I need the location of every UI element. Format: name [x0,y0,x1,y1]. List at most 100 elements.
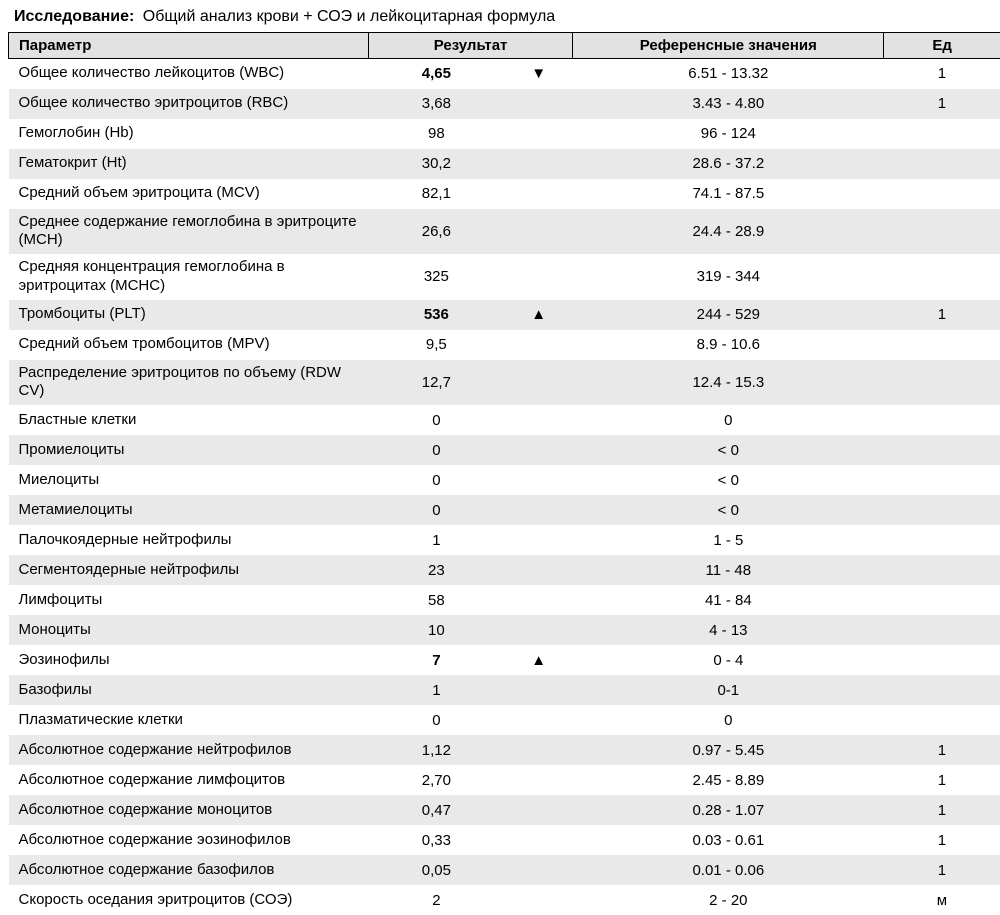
cell-result: 2 [368,885,504,915]
cell-ref: 0 [573,405,884,435]
cell-param: Палочкоядерные нейтрофилы [9,525,369,555]
cell-ref: 41 - 84 [573,585,884,615]
cell-unit [884,435,1000,465]
cell-unit [884,360,1000,406]
cell-param: Гемоглобин (Hb) [9,119,369,149]
cell-unit: 1 [884,795,1000,825]
table-row: Абсолютное содержание базофилов0,050.01 … [9,855,1000,885]
cell-result: 1,12 [368,735,504,765]
table-header-row: Параметр Результат Референсные значения … [9,33,1000,59]
cell-ref: 0 - 4 [573,645,884,675]
cell-unit: м [884,885,1000,915]
cell-param: Тромбоциты (PLT) [9,300,369,330]
cell-result: 10 [368,615,504,645]
cell-ref: < 0 [573,495,884,525]
table-row: Сегментоядерные нейтрофилы23 11 - 48 [9,555,1000,585]
cell-ref: 0.97 - 5.45 [573,735,884,765]
cell-result: 58 [368,585,504,615]
flag-none [504,465,572,495]
cell-param: Бластные клетки [9,405,369,435]
cell-ref: 244 - 529 [573,300,884,330]
cell-ref: 319 - 344 [573,254,884,300]
cell-unit [884,705,1000,735]
cell-param: Абсолютное содержание базофилов [9,855,369,885]
cell-unit: 1 [884,89,1000,119]
cell-result: 0,33 [368,825,504,855]
cell-param: Сегментоядерные нейтрофилы [9,555,369,585]
cell-unit [884,119,1000,149]
cell-result: 3,68 [368,89,504,119]
cell-unit: 1 [884,855,1000,885]
flag-none [504,89,572,119]
flag-none [504,209,572,255]
cell-param: Абсолютное содержание лимфоцитов [9,765,369,795]
cell-param: Абсолютное содержание моноцитов [9,795,369,825]
cell-unit [884,149,1000,179]
cell-result: 0 [368,405,504,435]
cell-ref: 0.28 - 1.07 [573,795,884,825]
cell-result: 26,6 [368,209,504,255]
cell-param: Базофилы [9,675,369,705]
cell-unit [884,675,1000,705]
cell-param: Абсолютное содержание нейтрофилов [9,735,369,765]
table-row: Метамиелоциты0< 0 [9,495,1000,525]
cell-result: 0,05 [368,855,504,885]
table-row: Скорость оседания эритроцитов (СОЭ)22 - … [9,885,1000,915]
table-row: Средний объем тромбоцитов (MPV)9,58.9 - … [9,330,1000,360]
table-row: Абсолютное содержание лимфоцитов2,702.45… [9,765,1000,795]
flag-none [504,435,572,465]
th-unit: Ед [884,33,1000,59]
table-row: Эозинофилы7▲0 - 4 [9,645,1000,675]
flag-none [504,254,572,300]
cell-result: 0,47 [368,795,504,825]
flag-up-icon: ▲ [504,645,572,675]
cell-unit [884,495,1000,525]
cell-ref: < 0 [573,435,884,465]
cell-ref: 2.45 - 8.89 [573,765,884,795]
table-row: Гемоглобин (Hb)9896 - 124 [9,119,1000,149]
table-row: Общее количество лейкоцитов (WBC)4,65▼6.… [9,59,1000,89]
cell-result: 23 [368,555,504,585]
cell-param: Общее количество лейкоцитов (WBC) [9,59,369,89]
cell-unit [884,645,1000,675]
cell-ref: 28.6 - 37.2 [573,149,884,179]
cell-ref: 12.4 - 15.3 [573,360,884,406]
table-row: Распределение эритроцитов по объему (RDW… [9,360,1000,406]
flag-none [504,360,572,406]
cell-ref: 11 - 48 [573,555,884,585]
table-row: Палочкоядерные нейтрофилы11 - 5 [9,525,1000,555]
cell-param: Средний объем эритроцита (MCV) [9,179,369,209]
cell-param: Миелоциты [9,465,369,495]
flag-none [504,525,572,555]
cell-param: Эозинофилы [9,645,369,675]
cell-param: Метамиелоциты [9,495,369,525]
cell-param: Средний объем тромбоцитов (MPV) [9,330,369,360]
flag-none [504,119,572,149]
flag-none [504,330,572,360]
cell-param: Средняя концентрация гемоглобина в эритр… [9,254,369,300]
flag-none [504,555,572,585]
cell-param: Промиелоциты [9,435,369,465]
cell-ref: 96 - 124 [573,119,884,149]
table-row: Абсолютное содержание моноцитов0,47 0.28 … [9,795,1000,825]
flag-none [504,495,572,525]
flag-none [504,149,572,179]
th-ref: Референсные значения [573,33,884,59]
report-title-label: Исследование: [14,8,134,25]
cell-unit [884,179,1000,209]
cell-ref: < 0 [573,465,884,495]
flag-none [504,675,572,705]
cell-unit [884,330,1000,360]
table-row: Базофилы10-1 [9,675,1000,705]
cell-ref: 3.43 - 4.80 [573,89,884,119]
cell-param: Плазматические клетки [9,705,369,735]
cell-ref: 4 - 13 [573,615,884,645]
cell-result: 30,2 [368,149,504,179]
cell-unit [884,209,1000,255]
table-row: Абсолютное содержание эозинофилов0,330.0… [9,825,1000,855]
table-body: Общее количество лейкоцитов (WBC)4,65▼6.… [9,59,1000,915]
table-row: Абсолютное содержание нейтрофилов1,12 0.9… [9,735,1000,765]
cell-ref: 0.03 - 0.61 [573,825,884,855]
cell-ref: 74.1 - 87.5 [573,179,884,209]
cell-result: 82,1 [368,179,504,209]
